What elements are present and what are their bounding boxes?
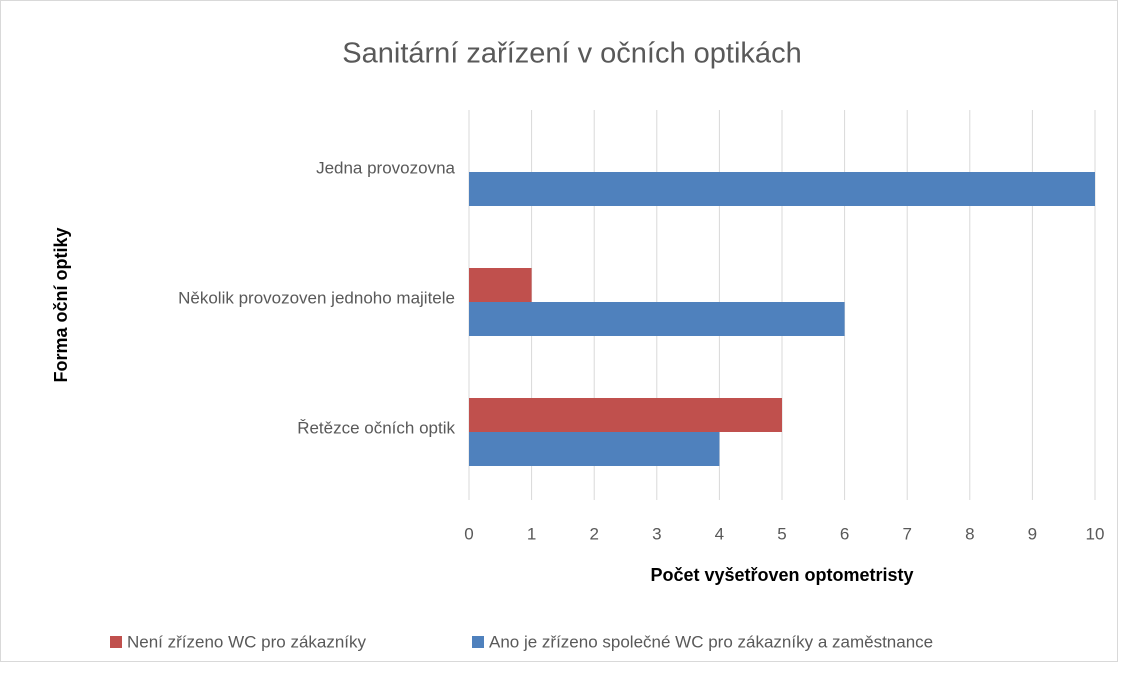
bar [469,302,845,336]
y-tick-label: Několik provozoven jednoho majitele [178,288,455,307]
legend-label: Není zřízeno WC pro zákazníky [127,632,367,651]
legend-swatch [110,636,122,648]
x-tick-label: 3 [652,524,661,543]
bar [469,398,782,432]
x-tick-label: 7 [902,524,911,543]
x-tick-label: 2 [589,524,598,543]
bar [469,268,532,302]
x-axis-title: Počet vyšetřoven optometristy [650,565,913,585]
legend-swatch [472,636,484,648]
x-tick-label: 0 [464,524,473,543]
legend-label: Ano je zřízeno společné WC pro zákazníky… [489,632,933,651]
x-tick-label: 8 [965,524,974,543]
y-tick-label: Řetězce očních optik [297,418,455,437]
x-tick-label: 6 [840,524,849,543]
x-tick-label: 5 [777,524,786,543]
x-tick-label: 1 [527,524,536,543]
y-axis-title: Forma oční optiky [51,227,71,382]
x-tick-label: 4 [715,524,724,543]
chart-title: Sanitární zařízení v očních optikách [342,38,801,70]
x-tick-label: 10 [1086,524,1105,543]
bar [469,432,720,466]
x-tick-label: 9 [1028,524,1037,543]
bar [469,172,1095,206]
y-tick-label: Jedna provozovna [316,158,455,177]
